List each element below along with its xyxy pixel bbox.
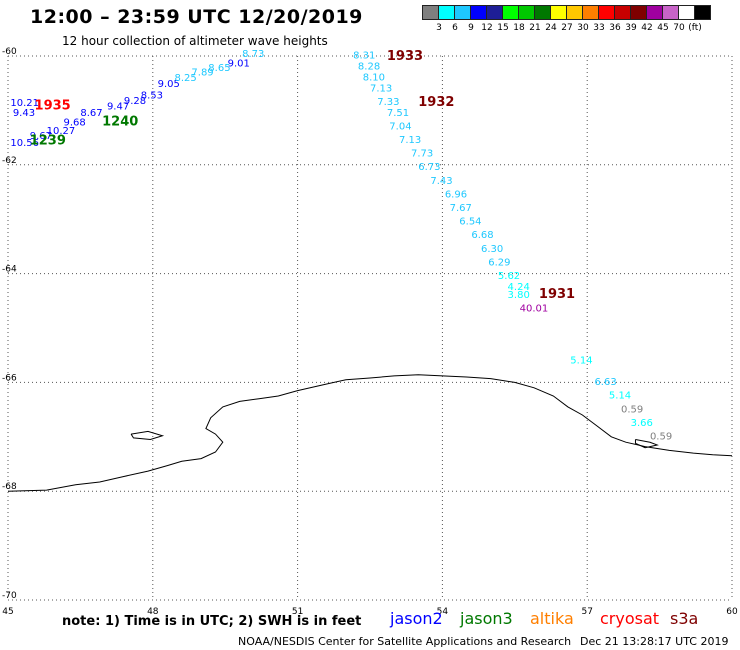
wave-height-value: 10.56: [10, 138, 39, 149]
wave-height-value: 7.73: [411, 149, 433, 160]
longitude-tick-label: 60: [726, 607, 738, 617]
color-scale-label: (ft): [688, 23, 702, 33]
timestamp-text: Dec 21 13:28:17 UTC 2019: [580, 635, 729, 648]
color-scale-labels: 3 6 9 12 15 18 21 24 27 30 33 36 39 42 45 70 (ft): [422, 23, 740, 35]
latitude-tick-label: -66: [2, 373, 17, 383]
longitude-tick-label: 45: [2, 607, 13, 617]
color-scale-cell: [694, 5, 711, 20]
wave-height-value: 9.28: [124, 96, 146, 107]
wave-height-value: 6.29: [488, 257, 510, 268]
color-scale-label: 21: [529, 23, 541, 33]
credit-text: NOAA/NESDIS Center for Satellite Applica…: [238, 635, 572, 648]
wave-height-value: 5.14: [570, 355, 592, 366]
satellite-legend-cryosat: cryosat: [600, 609, 660, 628]
satellite-legend-s3a: s3a: [670, 609, 699, 628]
wave-height-value: 7.67: [450, 203, 472, 214]
wave-height-value: 8.31: [353, 51, 375, 62]
color-scale-label: 30: [577, 23, 589, 33]
latitude-tick-label: -68: [2, 482, 17, 492]
wave-height-value: 9.43: [13, 108, 35, 119]
map-note: note: 1) Time is in UTC; 2) SWH is in fe…: [62, 614, 362, 629]
satellite-legend-jason2: jason2: [390, 609, 443, 628]
map-subtitle: 12 hour collection of altimeter wave hei…: [62, 34, 328, 48]
wave-height-value: 0.59: [650, 432, 672, 443]
wave-height-value: 0.59: [621, 404, 643, 415]
wave-height-value: 8.25: [175, 73, 197, 84]
color-scale-label: 70: [673, 23, 685, 33]
wave-height-value: 7.43: [430, 176, 452, 187]
wave-height-value: 8.53: [141, 90, 163, 101]
color-scale-label: 42: [641, 23, 653, 33]
wave-height-value: 3.66: [631, 418, 653, 429]
satellite-legend-altika: altika: [530, 609, 574, 628]
wave-height-value: 6.73: [418, 162, 440, 173]
coastal-island-shape: [130, 430, 165, 441]
color-scale-label: 3: [436, 23, 442, 33]
color-scale-label: 39: [625, 23, 637, 33]
wave-height-value: 7.13: [370, 83, 392, 94]
wave-height-value: 3.80: [508, 290, 530, 301]
map-title: 12:00 – 23:59 UTC 12/20/2019: [30, 6, 363, 28]
color-scale-label: 12: [481, 23, 493, 33]
wave-height-value: 8.65: [208, 63, 230, 74]
color-scale-label: 36: [609, 23, 621, 33]
wave-height-value: 6.68: [471, 230, 493, 241]
pass-time-label: 1931: [539, 287, 575, 302]
latitude-tick-label: -64: [2, 265, 17, 275]
wave-height-value: 10.27: [47, 126, 76, 137]
pass-time-label: 1932: [418, 95, 454, 110]
color-scale-label: 45: [657, 23, 669, 33]
wave-height-value: 8.67: [80, 108, 102, 119]
antarctic-coastline: [7, 374, 733, 492]
color-scale-label: 24: [545, 23, 557, 33]
wave-height-value: 5.62: [498, 271, 520, 282]
wave-height-value: 4.24: [508, 282, 530, 293]
wave-height-value: 7.51: [387, 108, 409, 119]
color-scale-label: 9: [468, 23, 474, 33]
color-scale-label: 18: [513, 23, 525, 33]
coastal-island-shape: [634, 439, 659, 449]
wave-height-value: 6.54: [459, 217, 481, 228]
latitude-tick-label: -70: [2, 591, 17, 601]
wave-height-value: 9.05: [158, 79, 180, 90]
wave-height-value: 9.01: [228, 58, 250, 69]
wave-height-value: 8.10: [363, 72, 385, 83]
color-scale-label: 15: [497, 23, 509, 33]
satellite-legend-jason3: jason3: [460, 609, 513, 628]
latitude-tick-label: -60: [2, 47, 17, 57]
wave-height-value: 8.28: [358, 62, 380, 73]
wave-height-value: 7.13: [399, 135, 421, 146]
wave-height-value: 7.89: [191, 68, 213, 79]
wave-height-value: 9.67: [30, 131, 52, 142]
longitude-tick-label: 54: [437, 607, 449, 617]
color-scale-label: 27: [561, 23, 573, 33]
wave-height-value: 5.14: [609, 391, 631, 402]
wave-height-value: 6.96: [445, 189, 467, 200]
longitude-tick-label: 48: [147, 607, 159, 617]
wave-height-value: 6.30: [481, 244, 503, 255]
wave-height-value: 8.73: [242, 49, 264, 60]
longitude-tick-label: 57: [581, 607, 592, 617]
longitude-tick-label: 51: [292, 607, 303, 617]
pass-time-label: 1240: [102, 115, 138, 130]
color-scale-label: 33: [593, 23, 605, 33]
color-scale-bar: [422, 5, 711, 20]
wave-height-value: 9.68: [64, 118, 86, 129]
pass-time-label: 1935: [35, 98, 71, 113]
pass-time-label: 1239: [30, 134, 66, 149]
color-scale-label: 6: [452, 23, 458, 33]
wave-height-value: 40.01: [520, 304, 549, 315]
wave-height-value: 10.21: [10, 98, 39, 109]
wave-height-value: 7.33: [377, 97, 399, 108]
pass-time-label: 1933: [387, 49, 423, 64]
wave-height-value: 9.47: [107, 101, 129, 112]
wave-height-value: 6.63: [594, 377, 616, 388]
latitude-tick-label: -62: [2, 156, 17, 166]
wave-height-value: 7.04: [389, 121, 411, 132]
